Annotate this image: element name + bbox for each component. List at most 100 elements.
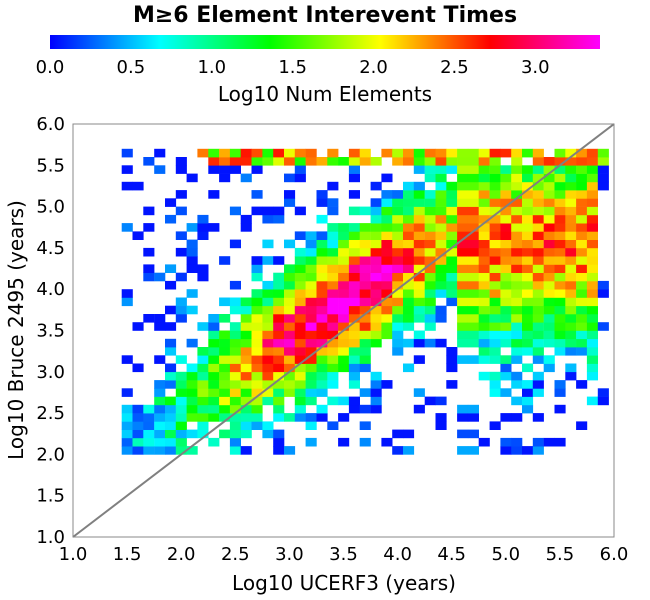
heatmap-cell [186,338,198,348]
heatmap-cell [554,239,566,249]
heatmap-cell [305,413,317,422]
heatmap-cell [565,347,577,356]
heatmap-cell [327,297,339,307]
heatmap-cell [186,396,198,406]
heatmap-cell [457,446,469,455]
heatmap-cell [284,347,296,356]
heatmap-cell [348,173,360,183]
heatmap-cell [197,396,209,406]
heatmap-cell [522,322,534,331]
heatmap-cell [208,413,220,422]
heatmap-cell [424,297,436,307]
heatmap-cell [143,404,155,414]
heatmap-cell [522,314,534,323]
heatmap-cell [305,347,317,356]
heatmap-cell [489,190,501,199]
heatmap-cell [457,355,469,364]
heatmap-cell [294,404,306,414]
heatmap-cell [586,289,598,298]
heatmap-cell [359,421,371,430]
heatmap-cell [284,338,296,348]
heatmap-cell [446,157,458,166]
heatmap-cell [175,396,187,406]
heatmap-cell [338,363,350,373]
heatmap-cell [208,363,220,373]
heatmap-cell [273,396,285,406]
heatmap-cell [543,272,555,282]
heatmap-cell [576,190,588,199]
heatmap-cell [522,198,534,207]
heatmap-cell [489,214,501,224]
heatmap-cell [467,190,479,199]
heatmap-cell [543,206,555,216]
heatmap-cell [446,347,458,356]
heatmap-cell [413,272,425,282]
heatmap-cell [175,355,187,364]
heatmap-cell [251,347,263,356]
heatmap-cell [284,371,296,381]
heatmap-cell [381,305,393,315]
heatmap-cell [554,256,566,265]
heatmap-cell [511,355,523,364]
heatmap-cell [316,338,328,348]
y-tick-label: 6.0 [36,114,65,135]
heatmap-cell [338,347,350,356]
heatmap-cell [576,297,588,307]
heatmap-cell [532,297,544,307]
heatmap-cell [467,256,479,265]
heatmap-cell [154,272,166,282]
heatmap-cell [489,247,501,257]
heatmap-cell [327,305,339,315]
heatmap-cell [478,355,490,364]
heatmap-cell [435,280,447,290]
heatmap-cell [478,322,490,331]
heatmap-cell [489,165,501,174]
heatmap-cell [165,396,177,406]
heatmap-cell [240,305,252,315]
x-tick-label: 1.5 [113,544,142,565]
heatmap-cell [392,429,404,439]
heatmap-cell [305,297,317,307]
heatmap-cell [435,289,447,298]
heatmap-cell [478,157,490,166]
heatmap-cell [316,413,328,422]
heatmap-cell [229,396,241,406]
heatmap-cell [262,347,274,356]
heatmap-cell [262,148,274,158]
heatmap-cell [392,272,404,282]
heatmap-cell [197,223,209,232]
heatmap-cell [543,198,555,207]
heatmap-cell [511,247,523,257]
heatmap-cell [121,388,133,397]
heatmap-cell [327,264,339,273]
heatmap-cell [424,239,436,249]
heatmap-cell [489,371,501,381]
heatmap-cell [262,214,274,224]
heatmap-cell [565,338,577,348]
heatmap-cell [446,297,458,307]
heatmap-cell [359,305,371,315]
heatmap-cell [511,413,523,422]
heatmap-cell [457,231,469,240]
heatmap-cell [316,330,328,340]
heatmap-cell [457,314,469,323]
heatmap-cell [132,446,144,455]
heatmap-cell [338,256,350,265]
heatmap-cell [348,347,360,356]
heatmap-cell [457,330,469,340]
heatmap-cell [359,264,371,273]
heatmap-cell [338,437,350,447]
heatmap-cell [522,363,534,373]
heatmap-cell [478,305,490,315]
heatmap-cell [565,289,577,298]
heatmap-cell [413,157,425,166]
heatmap-cell [532,173,544,183]
heatmap-cell [359,256,371,265]
heatmap-cell [478,314,490,323]
heatmap-cell [392,305,404,315]
heatmap-cell [219,157,231,166]
heatmap-cell [511,396,523,406]
heatmap-cell [208,355,220,364]
heatmap-cell [240,388,252,397]
heatmap-cell [305,314,317,323]
